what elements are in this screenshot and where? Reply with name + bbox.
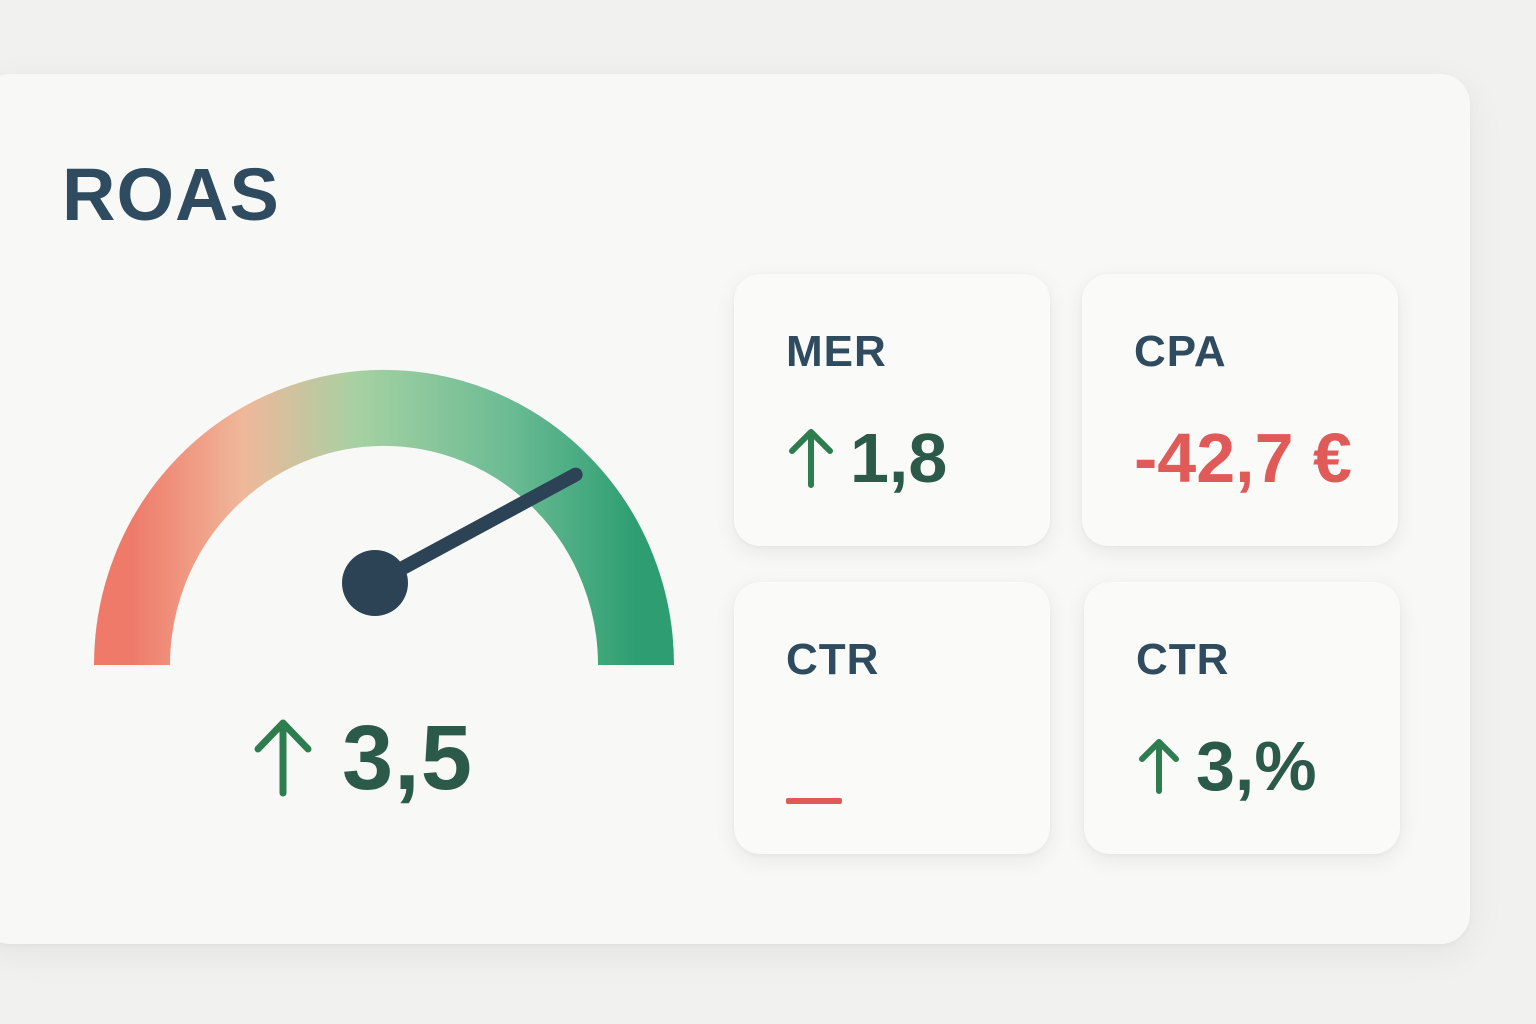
roas-title: ROAS — [62, 153, 280, 236]
mer-card[interactable]: MER 1,8 — [734, 274, 1050, 546]
cpa-label: CPA — [1134, 327, 1227, 376]
ctr-card[interactable]: CTR 3,% — [1084, 582, 1400, 854]
arrow-up-icon — [789, 429, 833, 488]
roas-value: 3,5 — [342, 707, 473, 809]
mer-label: MER — [786, 327, 887, 376]
arrow-up-icon — [1139, 739, 1179, 794]
gauge-needle — [368, 467, 583, 590]
cpa-value-row: -42,7 € — [1134, 420, 1352, 496]
roas-gauge — [94, 369, 674, 666]
arrow-up-icon — [254, 719, 312, 797]
mer-value: 1,8 — [850, 419, 948, 497]
ctr-card-empty[interactable]: CTR — [734, 582, 1050, 854]
ctr-value-row — [786, 728, 842, 804]
ctr-label: CTR — [786, 635, 880, 684]
ctr-value-row: 3,% — [1136, 728, 1317, 804]
roas-value-row: 3,5 — [250, 708, 473, 808]
empty-dash — [786, 798, 842, 804]
cpa-card[interactable]: CPA -42,7 € — [1082, 274, 1398, 546]
mer-value-row: 1,8 — [786, 420, 947, 496]
cpa-value: -42,7 € — [1134, 419, 1352, 497]
gauge-arc — [94, 369, 674, 666]
ctr-label: CTR — [1136, 635, 1230, 684]
ctr-value: 3,% — [1196, 727, 1317, 805]
gauge-hub — [342, 550, 408, 616]
